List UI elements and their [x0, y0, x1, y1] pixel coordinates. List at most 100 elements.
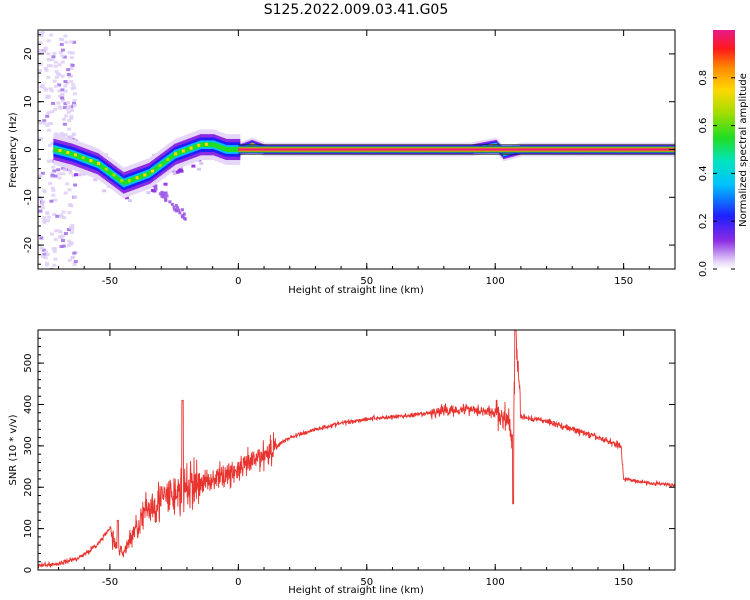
spectrogram-noise-cell	[67, 135, 72, 139]
spectrogram-noise-cell	[71, 132, 76, 136]
spectrogram-band-cell	[180, 149, 183, 155]
spectrogram-noise-cell	[46, 52, 51, 56]
spectrogram-band-cell	[231, 147, 234, 152]
spectrogram-band-cell	[124, 180, 127, 185]
spectrogram-noise-cell	[48, 181, 53, 185]
spectrogram-noise-cell	[64, 40, 69, 44]
spectrogram-noise-cell	[57, 83, 62, 87]
spectrogram-y-tick-label: -20	[23, 237, 34, 253]
spectrogram-noise-cell	[41, 255, 46, 259]
spectrogram-noise-cell	[54, 70, 59, 74]
spectrogram-noise-cell	[60, 93, 65, 97]
spectrogram-noise-cell	[63, 191, 68, 195]
spectrogram-noise-cell	[45, 96, 50, 100]
spectrogram-noise-cell	[51, 247, 56, 251]
spectrogram-noise-cell	[73, 195, 78, 199]
spectrogram-noise-cell	[74, 173, 79, 177]
spectrogram-band-cell	[249, 144, 252, 147]
spectrogram-noise-cell	[72, 98, 77, 102]
spectrogram-noise-cell	[176, 206, 180, 210]
spectrogram-noise-cell	[191, 164, 196, 168]
spectrogram-band-cell	[134, 176, 137, 182]
spectrogram-band-cell	[117, 176, 120, 182]
spectrogram-noise-cell	[72, 86, 77, 90]
spectrogram-noise-cell	[69, 135, 74, 139]
colorbar-tick-label: 0.2	[698, 213, 709, 229]
spectrogram-noise-cell	[50, 173, 55, 177]
spectrogram-noise-cell	[50, 110, 55, 114]
spectrogram-noise-cell	[50, 171, 55, 175]
spectrogram-noise-cell	[51, 55, 56, 59]
spectrogram-band-cell	[207, 142, 210, 148]
spectrogram-band-cell	[176, 150, 179, 156]
spectrogram-band-cell	[125, 179, 128, 185]
spectrogram-noise-cell	[72, 262, 77, 266]
spectrogram-noise-cell	[60, 60, 65, 64]
spectrogram-band-cell	[103, 166, 106, 172]
spectrogram-noise-cell	[60, 54, 65, 58]
spectrogram-hot-cell	[89, 159, 93, 163]
spectrogram-noise-cell	[49, 159, 54, 163]
colorbar-label: Normalized spectral amplitude	[738, 73, 749, 227]
spectrogram-noise-cell	[70, 225, 75, 229]
spectrogram-hot-cell	[81, 156, 85, 160]
spectrogram-noise-cell	[38, 121, 43, 125]
snr-series-line	[38, 330, 675, 569]
spectrogram-noise-cell	[71, 174, 76, 178]
spectrogram-noise-cell	[67, 239, 72, 243]
spectrogram-noise-cell	[63, 89, 68, 93]
spectrogram-noise-cell	[67, 188, 72, 192]
spectrogram-noise-cell	[58, 230, 63, 234]
spectrogram-noise-cell	[73, 183, 78, 187]
spectrogram-noise-cell	[63, 232, 68, 236]
spectrogram-band-cell	[147, 171, 150, 177]
spectrogram-noise-cell	[60, 133, 65, 137]
spectrogram-band-cell	[148, 171, 151, 176]
spectrogram-noise-cell	[127, 199, 132, 203]
spectrogram-noise-cell	[52, 212, 57, 216]
spectrogram-band-cell	[149, 170, 152, 175]
spectrogram-noise-cell	[67, 105, 72, 109]
spectrogram-noise-cell	[53, 64, 58, 68]
spectrogram-noise-cell	[58, 235, 63, 239]
spectrogram-noise-cell	[67, 168, 72, 172]
spectrogram-noise-cell	[53, 237, 58, 241]
spectrogram-hot-cell	[181, 149, 185, 153]
spectrogram-noise-cell	[57, 89, 62, 93]
spectrogram-hot-cell	[166, 158, 170, 162]
spectrogram-y-label: Frequency (Hz)	[8, 112, 19, 188]
spectrogram-noise-cell	[164, 199, 168, 203]
spectrogram-noise-cell	[173, 170, 178, 174]
spectrogram-band-cell	[184, 148, 187, 153]
spectrogram-noise-cell	[61, 210, 66, 214]
spectrogram-noise-cell	[69, 67, 74, 71]
spectrogram-noise-cell	[49, 232, 54, 236]
spectrogram-noise-cell	[57, 73, 62, 77]
spectrogram-noise-cell	[124, 196, 129, 200]
spectrogram-noise-cell	[45, 261, 50, 265]
spectrogram-noise-cell	[54, 75, 59, 79]
spectrogram-zero-ridge	[238, 148, 675, 151]
spectrogram-noise-cell	[45, 253, 50, 257]
spectrogram-noise-cell	[58, 51, 63, 55]
spectrogram-noise-cell	[65, 107, 70, 111]
spectrogram-band-cell	[168, 155, 171, 161]
spectrogram-band-cell	[216, 143, 219, 149]
spectrogram-x-label: Height of straight line (km)	[288, 285, 424, 296]
spectrogram-band-cell	[211, 142, 214, 148]
spectrogram-band-cell	[192, 145, 195, 150]
snr-frame	[37, 329, 676, 571]
spectrogram-band-cell	[68, 151, 71, 156]
spectrogram-noise-cell	[72, 251, 77, 255]
spectrogram-noise-cell	[178, 168, 183, 172]
spectrogram-band-cell	[95, 160, 98, 166]
spectrogram-noise-cell	[82, 172, 87, 176]
spectrogram-band-cell	[64, 150, 67, 155]
spectrogram-noise-cell	[53, 257, 58, 261]
spectrogram-noise-cell	[43, 256, 48, 260]
spectrogram-band	[53, 129, 675, 199]
spectrogram-noise-cell	[63, 34, 68, 38]
spectrogram-x-tick-label: 0	[235, 276, 241, 287]
spectrogram-band-cell	[115, 174, 118, 180]
spectrogram-noise-cell	[71, 83, 76, 87]
